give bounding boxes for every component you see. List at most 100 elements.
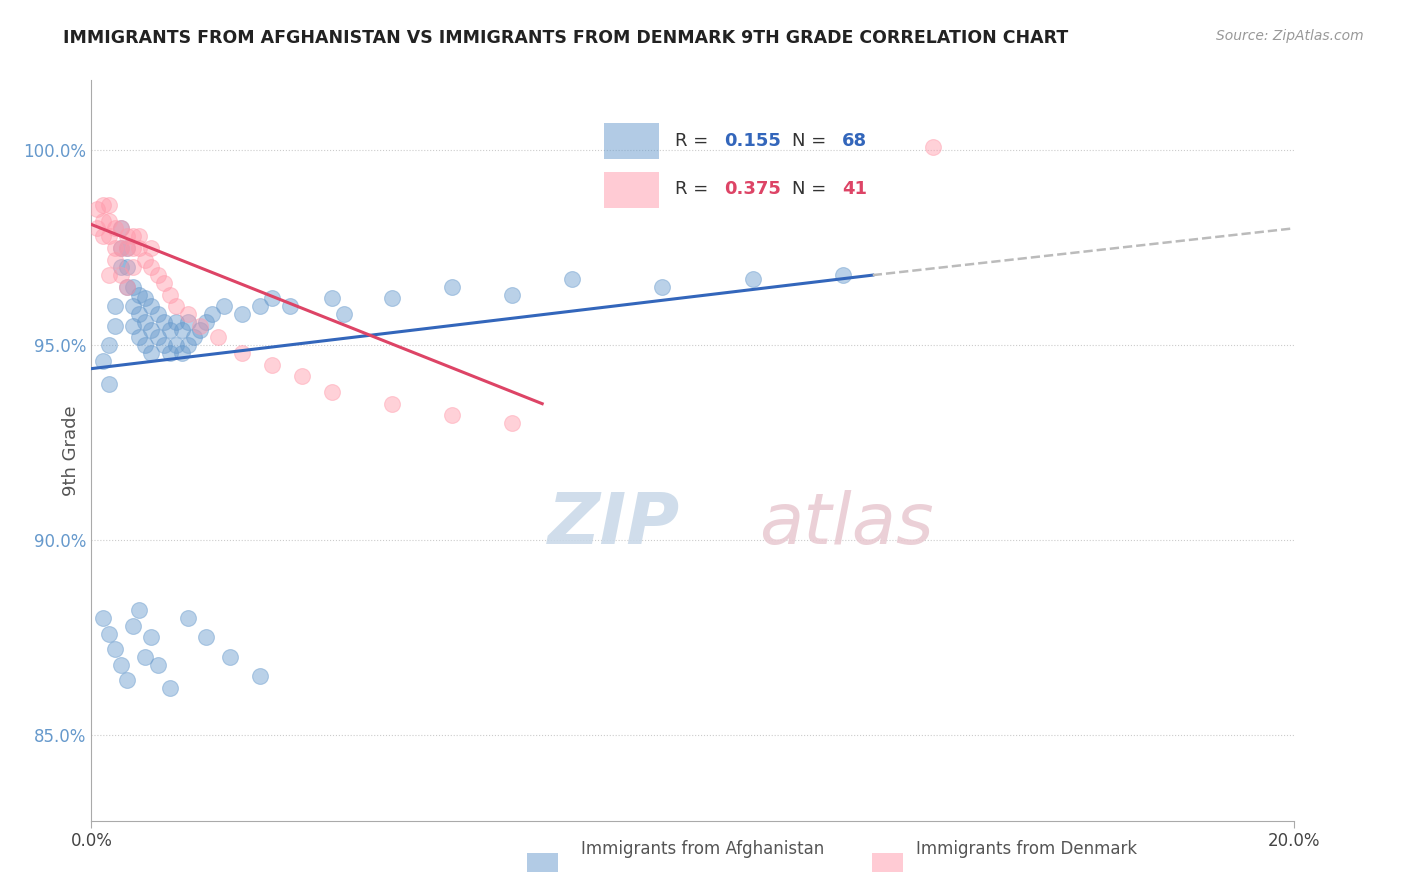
Point	[231, 307, 253, 321]
Point	[117, 673, 139, 688]
Point	[134, 650, 156, 665]
Point	[651, 280, 673, 294]
Point	[98, 229, 121, 244]
Point	[922, 139, 945, 153]
Point	[165, 338, 187, 352]
Point	[104, 252, 127, 267]
Point	[278, 299, 301, 313]
Point	[176, 307, 198, 321]
Point	[176, 338, 198, 352]
Point	[104, 221, 127, 235]
Point	[134, 315, 156, 329]
Point	[212, 299, 235, 313]
Point	[117, 241, 139, 255]
Point	[117, 260, 139, 275]
Point	[104, 241, 127, 255]
Text: ZIP: ZIP	[548, 490, 681, 559]
Point	[159, 323, 181, 337]
Point	[128, 330, 150, 344]
Point	[122, 619, 145, 633]
Point	[110, 241, 132, 255]
Point	[98, 198, 121, 212]
Point	[110, 657, 132, 672]
Point	[159, 681, 181, 695]
Point	[194, 315, 217, 329]
Point	[117, 280, 139, 294]
Point	[98, 626, 121, 640]
Point	[333, 307, 356, 321]
Bar	[603, 123, 659, 159]
Point	[152, 315, 174, 329]
Point	[146, 657, 169, 672]
Point	[141, 631, 163, 645]
Point	[98, 338, 121, 352]
Text: R =: R =	[675, 132, 714, 150]
Point	[176, 611, 198, 625]
Point	[134, 252, 156, 267]
Text: 41: 41	[842, 180, 868, 198]
Point	[98, 377, 121, 392]
Point	[122, 260, 145, 275]
Point	[146, 268, 169, 282]
Point	[93, 213, 115, 227]
Point	[152, 338, 174, 352]
Point	[134, 338, 156, 352]
Point	[93, 198, 115, 212]
Point	[141, 299, 163, 313]
Point	[128, 229, 150, 244]
Point	[207, 330, 229, 344]
Point	[170, 323, 193, 337]
Point	[188, 318, 211, 333]
Point	[152, 276, 174, 290]
Point	[110, 241, 132, 255]
Point	[741, 272, 763, 286]
Point	[104, 318, 127, 333]
Point	[249, 299, 271, 313]
Point	[141, 323, 163, 337]
Point	[128, 603, 150, 617]
Point	[122, 299, 145, 313]
Point	[128, 307, 150, 321]
Point	[128, 241, 150, 255]
Point	[98, 213, 121, 227]
Point	[86, 221, 108, 235]
Point	[122, 318, 145, 333]
Text: Source: ZipAtlas.com: Source: ZipAtlas.com	[1216, 29, 1364, 43]
Point	[122, 229, 145, 244]
Point	[170, 346, 193, 360]
Point	[260, 292, 283, 306]
Point	[831, 268, 853, 282]
Point	[201, 307, 224, 321]
Point	[117, 241, 139, 255]
Point	[122, 280, 145, 294]
Point	[381, 397, 404, 411]
Point	[165, 315, 187, 329]
Point	[501, 287, 523, 301]
Text: 0.155: 0.155	[724, 132, 782, 150]
Point	[110, 260, 132, 275]
Point	[561, 272, 583, 286]
Point	[381, 292, 404, 306]
Point	[231, 346, 253, 360]
Text: Immigrants from Denmark: Immigrants from Denmark	[915, 840, 1137, 858]
Text: atlas: atlas	[759, 490, 934, 559]
Point	[260, 358, 283, 372]
Point	[321, 384, 343, 399]
Point	[86, 202, 108, 216]
Text: N =: N =	[793, 180, 832, 198]
Point	[194, 631, 217, 645]
Text: 0.375: 0.375	[724, 180, 782, 198]
Point	[128, 287, 150, 301]
Point	[146, 307, 169, 321]
Point	[104, 642, 127, 657]
Point	[159, 346, 181, 360]
Point	[249, 669, 271, 683]
Point	[321, 292, 343, 306]
Point	[122, 241, 145, 255]
Point	[165, 299, 187, 313]
Point	[146, 330, 169, 344]
Point	[141, 241, 163, 255]
Text: IMMIGRANTS FROM AFGHANISTAN VS IMMIGRANTS FROM DENMARK 9TH GRADE CORRELATION CHA: IMMIGRANTS FROM AFGHANISTAN VS IMMIGRANT…	[63, 29, 1069, 46]
Point	[110, 221, 132, 235]
Point	[176, 315, 198, 329]
